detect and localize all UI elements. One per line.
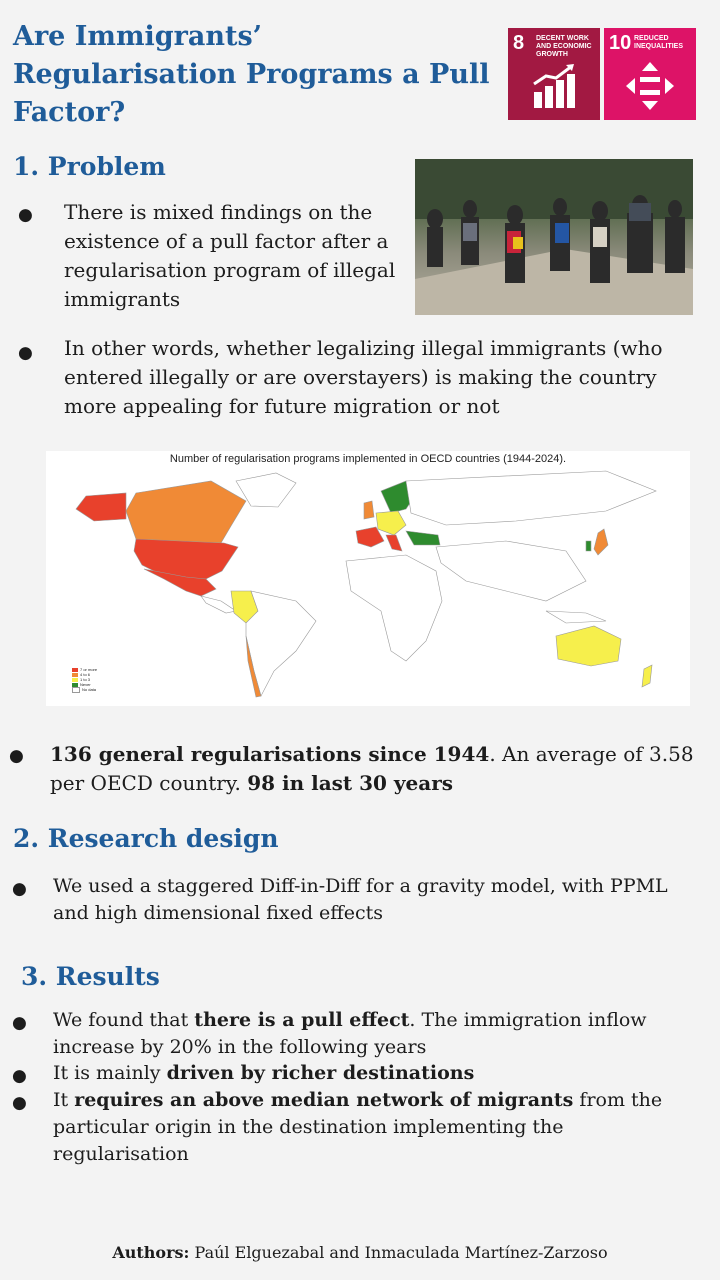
results-bullet-1: We found that there is a pull effect. Th… (53, 1009, 647, 1058)
inequality-arrows-icon (626, 62, 674, 110)
bullet-dot-icon: ● (18, 343, 33, 363)
results-bullet-2: It is mainly driven by richer destinatio… (53, 1062, 475, 1084)
results-bullet-3: It requires an above median network of m… (53, 1089, 663, 1165)
bullet-dot-icon: ● (12, 1093, 27, 1113)
bullet-dot-icon: ● (12, 879, 27, 899)
map-title: Number of regularisation programs implem… (169, 453, 567, 465)
migrants-walking-photo (415, 159, 693, 315)
regularisation-stats: 136 general regularisations since 1944. … (50, 742, 694, 795)
problem-heading: 1. Problem (13, 152, 166, 181)
authors-line: Authors: Paúl Elguezabal and Inmaculada … (112, 1243, 608, 1262)
research-design-bullet: We used a staggered Diff-in-Diff for a g… (53, 875, 668, 924)
bullet-dot-icon: ● (12, 1066, 27, 1086)
bullet-dot-icon: ● (18, 205, 33, 225)
problem-bullet-1: There is mixed findings on the existence… (64, 200, 396, 311)
map-legend: 7 or more 4 to 6 1 to 3 Never No data (72, 667, 97, 693)
poster-title: Are Immigrants’ Regularisation Programs … (13, 21, 490, 128)
sdg-8-label: DECENT WORK AND ECONOMIC GROWTH (536, 35, 592, 58)
bullet-dot-icon: ● (12, 1013, 27, 1033)
sdg-10-label: REDUCED INEQUALITIES (634, 35, 684, 50)
research-design-heading: 2. Research design (13, 824, 279, 853)
sdg-10-badge: 10 REDUCED INEQUALITIES (604, 28, 696, 120)
bullet-dot-icon: ● (9, 746, 24, 766)
results-heading: 3. Results (21, 962, 160, 991)
sdg-8-badge: 8 DECENT WORK AND ECONOMIC GROWTH (508, 28, 600, 120)
problem-bullet-2: In other words, whether legalizing illeg… (64, 336, 663, 418)
growth-chart-icon (533, 64, 575, 108)
oecd-regularisation-map: Number of regularisation programs implem… (46, 451, 690, 706)
